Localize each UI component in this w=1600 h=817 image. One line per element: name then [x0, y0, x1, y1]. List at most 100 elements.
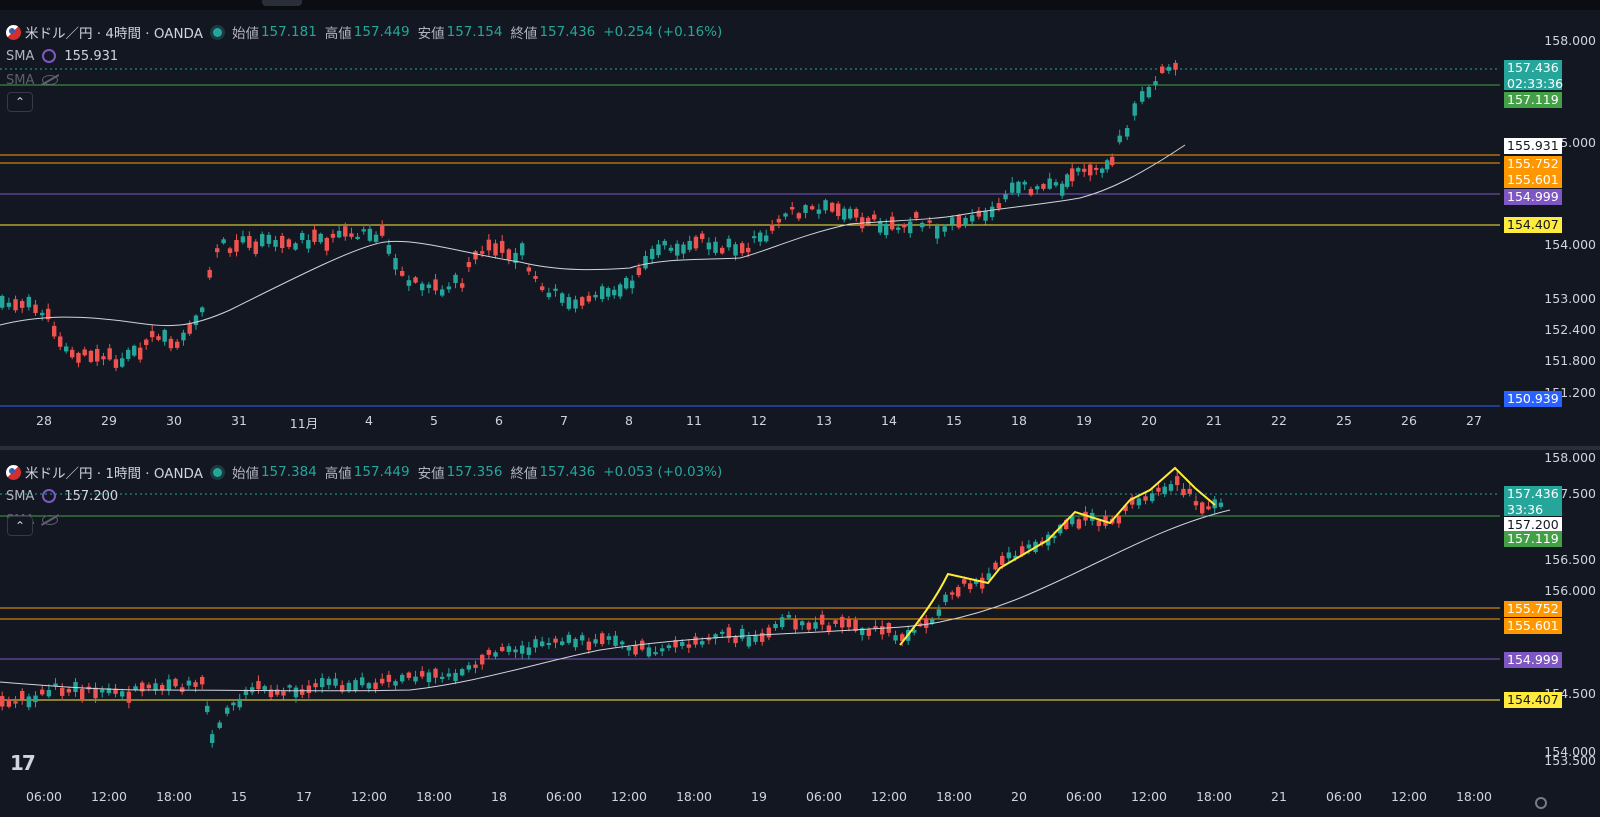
candle	[826, 625, 832, 631]
candle	[733, 636, 738, 644]
candle	[726, 627, 732, 639]
candle	[40, 312, 45, 316]
chart-pane-4h[interactable]: 米ドル／円 · 4時間 · OANDA 始値 157.181 高値 157.449 …	[0, 10, 1600, 446]
candle	[533, 639, 538, 648]
candle	[813, 622, 818, 629]
candle	[606, 288, 611, 297]
price-tag[interactable]: 155.931	[1504, 138, 1562, 154]
candle	[681, 244, 686, 254]
candle	[1060, 183, 1065, 196]
candle	[956, 215, 962, 228]
tab-handle[interactable]	[262, 0, 302, 6]
candle	[466, 262, 472, 268]
candle	[1132, 103, 1137, 116]
open-label: 始値	[231, 26, 259, 42]
price-tag[interactable]: 157.119	[1504, 531, 1562, 547]
candle	[330, 233, 336, 238]
ohlc-row: 米ドル／円 · 4時間 · OANDA 始値 157.181 高値 157.449 …	[6, 20, 730, 44]
sma-label[interactable]: SMA	[6, 48, 35, 64]
pane-divider[interactable]	[0, 446, 1600, 450]
price-axis-label: 153.500	[1544, 753, 1596, 768]
candle	[766, 627, 772, 638]
price-tag[interactable]: 157.436 33:36	[1504, 486, 1562, 517]
price-tag[interactable]: 154.407	[1504, 692, 1562, 708]
price-tag[interactable]: 154.999	[1504, 652, 1562, 668]
gear-icon[interactable]	[1535, 797, 1547, 809]
sma-row-2[interactable]: SMA	[6, 68, 730, 92]
candle	[942, 226, 947, 232]
candle	[166, 679, 172, 690]
candle	[593, 639, 598, 644]
candle	[433, 279, 438, 291]
candle	[227, 248, 233, 253]
price-tag[interactable]: 150.939	[1504, 391, 1562, 407]
candle	[740, 628, 745, 639]
candle	[1058, 524, 1063, 534]
change-value: +0.053 (+0.03%)	[603, 464, 723, 480]
chart-canvas-4h[interactable]	[0, 10, 1600, 446]
time-axis-label: 29	[101, 413, 117, 428]
price-tag[interactable]: 154.407	[1504, 217, 1562, 233]
chart-pane-1h[interactable]: 米ドル／円 · 1時間 · OANDA 始値 157.384 高値 157.449 …	[0, 450, 1600, 817]
high-label: 高値	[324, 466, 352, 482]
candle	[546, 642, 552, 646]
time-axis-label: 15	[231, 789, 247, 804]
eye-hidden-icon[interactable]	[42, 515, 59, 525]
candle	[46, 308, 51, 320]
candle	[40, 689, 45, 695]
sma-row-1[interactable]: SMA 157.200	[6, 484, 730, 508]
price-tag[interactable]: 155.601	[1504, 172, 1562, 188]
candle	[13, 701, 18, 704]
sma-label-hidden[interactable]: SMA	[6, 72, 35, 88]
symbol-title[interactable]: 米ドル／円 · 1時間 · OANDA	[25, 466, 203, 482]
candle	[573, 299, 578, 309]
price-tag[interactable]: 155.601	[1504, 618, 1562, 634]
candle	[580, 635, 585, 641]
chart-canvas-1h[interactable]	[0, 450, 1600, 817]
close-label: 終値	[510, 466, 538, 482]
candle	[758, 232, 763, 242]
candle	[360, 677, 365, 686]
sma-label[interactable]: SMA	[6, 488, 35, 504]
tradingview-logo[interactable]: 17	[10, 751, 36, 775]
candle	[976, 210, 982, 217]
candle	[366, 683, 372, 689]
candle	[700, 233, 705, 240]
price-tag[interactable]: 157.119	[1504, 92, 1562, 108]
candle	[70, 349, 75, 358]
candle	[1053, 182, 1059, 186]
candle	[326, 678, 332, 686]
price-tag[interactable]: 157.200	[1504, 517, 1562, 533]
time-axis-label: 21	[1206, 413, 1222, 428]
candle	[896, 227, 901, 230]
candle	[553, 638, 558, 643]
candle	[1088, 164, 1093, 176]
collapse-legend-button[interactable]: ⌃	[7, 516, 33, 536]
sma-row-2[interactable]: SMA	[6, 508, 730, 532]
candle	[240, 236, 246, 243]
candle	[873, 626, 878, 629]
price-tag[interactable]: 155.752	[1504, 156, 1562, 172]
candle	[486, 649, 492, 655]
symbol-title[interactable]: 米ドル／円 · 4時間 · OANDA	[25, 26, 203, 42]
time-axis-label: 15	[946, 413, 962, 428]
price-tag[interactable]: 154.999	[1504, 189, 1562, 205]
candle	[880, 626, 885, 635]
price-tag[interactable]: 157.436 02:33:36	[1504, 60, 1563, 91]
candle	[943, 594, 948, 603]
candle	[340, 685, 345, 692]
candle	[600, 286, 605, 300]
open-value: 157.384	[260, 464, 317, 480]
sma-row-1[interactable]: SMA 155.931	[6, 44, 730, 68]
candle	[162, 329, 167, 342]
candle	[200, 307, 205, 313]
candle	[540, 641, 545, 647]
candle	[453, 672, 458, 682]
candle	[426, 672, 432, 683]
price-tag[interactable]: 155.752	[1504, 601, 1562, 617]
time-axis-label: 8	[625, 413, 633, 428]
collapse-legend-button[interactable]: ⌃	[7, 92, 33, 112]
change-value: +0.254 (+0.16%)	[603, 24, 723, 40]
eye-hidden-icon[interactable]	[42, 75, 59, 85]
candle	[872, 214, 877, 220]
